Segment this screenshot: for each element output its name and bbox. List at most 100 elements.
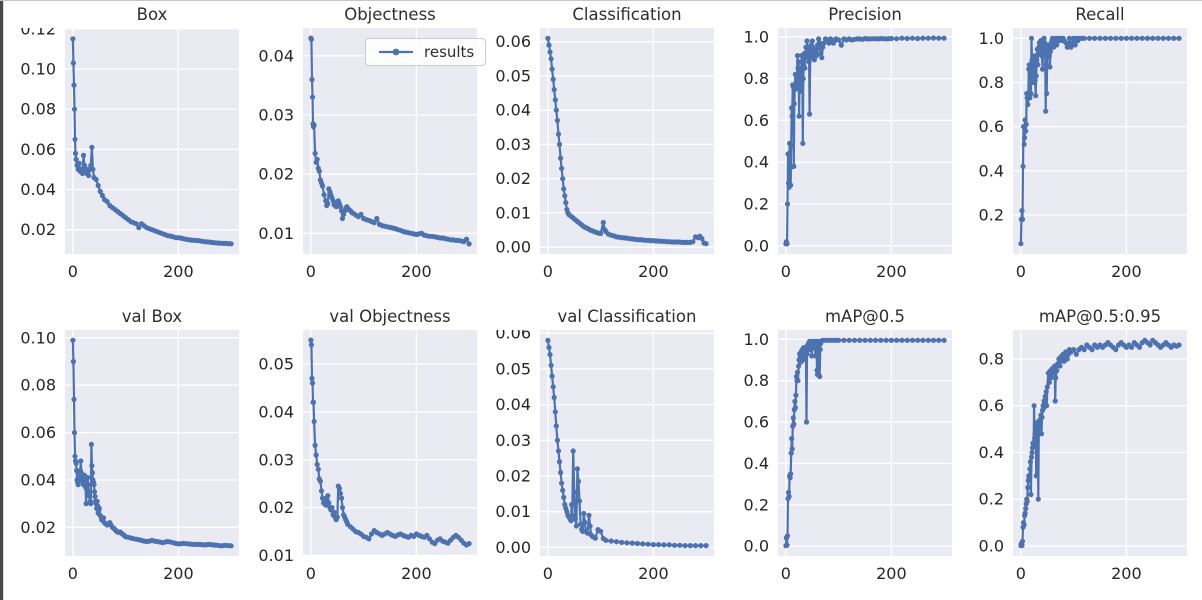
subplot-title-recall: Recall: [1075, 5, 1125, 24]
window-edge-left-highlight: [3, 0, 4, 600]
svg-text:0.06: 0.06: [20, 140, 56, 159]
window-edge-left: [0, 0, 3, 600]
svg-text:0.01: 0.01: [258, 224, 294, 243]
svg-text:0.03: 0.03: [258, 106, 294, 125]
svg-text:1.0: 1.0: [744, 28, 769, 46]
chart-canvas-objectness: 0.01 0.02 0.03 0.04 0 200: [258, 28, 477, 281]
chart-canvas-recall: 0.2 0.4 0.6 0.8 1.0 0 200: [979, 28, 1187, 281]
svg-text:0.2: 0.2: [979, 490, 1004, 509]
svg-text:0.4: 0.4: [979, 443, 1004, 462]
subplot-box: Box 0.02 0.04 0.06 0.08 0.10 0.12 0 200: [9, 4, 245, 294]
subplot-map05-095: mAP@0.5:0.95 0.0 0.2 0.4 0.6 0.8 0 200: [957, 306, 1193, 596]
svg-text:0: 0: [68, 262, 78, 281]
svg-text:0.02: 0.02: [495, 169, 531, 188]
svg-text:0.2: 0.2: [744, 195, 769, 214]
svg-text:0: 0: [306, 262, 316, 281]
svg-text:0.08: 0.08: [20, 376, 56, 395]
svg-text:200: 200: [401, 262, 432, 281]
subplot-title-box: Box: [136, 5, 168, 24]
svg-text:0.0: 0.0: [744, 537, 769, 556]
svg-text:0.05: 0.05: [495, 66, 531, 85]
svg-text:0.05: 0.05: [258, 355, 294, 374]
svg-text:0.05: 0.05: [495, 359, 531, 378]
svg-text:200: 200: [163, 564, 194, 583]
svg-text:0.2: 0.2: [979, 206, 1004, 225]
svg-text:0.02: 0.02: [258, 165, 294, 184]
subplot-title-map05: mAP@0.5: [824, 307, 906, 326]
svg-text:0.02: 0.02: [495, 467, 531, 486]
svg-text:0: 0: [68, 564, 78, 583]
chart-canvas-map05-095: 0.0 0.2 0.4 0.6 0.8 0 200: [979, 330, 1187, 583]
svg-text:0.06: 0.06: [20, 423, 56, 442]
svg-text:0.2: 0.2: [744, 495, 769, 514]
svg-text:0.0: 0.0: [979, 537, 1004, 556]
svg-text:0.6: 0.6: [979, 117, 1004, 136]
chart-canvas-map05: 0.0 0.2 0.4 0.6 0.8 1.0 0 200: [744, 330, 952, 583]
svg-text:0.04: 0.04: [258, 46, 294, 65]
svg-text:200: 200: [876, 564, 907, 583]
subplot-title-precision: Precision: [828, 5, 902, 24]
svg-text:0.4: 0.4: [979, 161, 1004, 180]
svg-text:0.8: 0.8: [979, 350, 1004, 369]
svg-text:200: 200: [876, 262, 907, 281]
legend-box: results: [365, 38, 487, 66]
svg-text:0.03: 0.03: [495, 431, 531, 450]
svg-text:0: 0: [543, 564, 553, 583]
svg-text:0.8: 0.8: [979, 73, 1004, 92]
svg-text:0: 0: [543, 262, 553, 281]
svg-text:0.6: 0.6: [979, 396, 1004, 415]
subplot-val-objectness: val Objectness 0.01 0.02 0.03 0.04 0.05 0 200: [247, 306, 483, 596]
subplot-objectness: Objectness 0.01 0.02 0.03 0.04 0 200 results: [247, 4, 487, 294]
subplot-title-map05-095: mAP@0.5:0.95: [1038, 307, 1162, 326]
svg-text:0.04: 0.04: [20, 180, 56, 199]
chart-canvas-classification: 0.00 0.01 0.02 0.03 0.04 0.05 0.06 0 200: [495, 28, 714, 281]
svg-text:0.02: 0.02: [258, 498, 294, 517]
svg-text:0.0: 0.0: [744, 236, 769, 255]
svg-text:0.04: 0.04: [258, 402, 294, 421]
subplot-map05: mAP@0.5 0.0 0.2 0.4 0.6 0.8 1.0 0 200: [722, 306, 958, 596]
svg-text:0: 0: [306, 564, 316, 583]
svg-text:0: 0: [1016, 564, 1026, 583]
subplot-val-classification: val Classification 0.00 0.01 0.02 0.03 0.04 0…: [484, 306, 720, 596]
svg-text:1.0: 1.0: [979, 29, 1004, 48]
svg-text:200: 200: [638, 564, 669, 583]
subplot-classification: Classification 0.00 0.01 0.02 0.03 0.04 0.05 0…: [484, 4, 720, 294]
svg-text:0.01: 0.01: [495, 203, 531, 222]
svg-text:0.01: 0.01: [258, 546, 294, 565]
svg-text:200: 200: [638, 262, 669, 281]
legend-label: results: [424, 43, 475, 61]
svg-text:0.8: 0.8: [744, 69, 769, 88]
chart-canvas-precision: 0.0 0.2 0.4 0.6 0.8 1.0 0 200: [744, 28, 952, 281]
svg-text:200: 200: [163, 262, 194, 281]
svg-text:0.6: 0.6: [744, 413, 769, 432]
svg-text:200: 200: [1111, 564, 1142, 583]
subplot-precision: Precision 0.0 0.2 0.4 0.6 0.8 1.0 0 200: [722, 4, 958, 294]
chart-canvas-val-box: 0.02 0.04 0.06 0.08 0.10 0 200: [20, 330, 239, 583]
svg-text:0.10: 0.10: [20, 330, 56, 347]
svg-text:1.0: 1.0: [744, 330, 769, 349]
svg-text:0.01: 0.01: [495, 502, 531, 521]
chart-canvas-val-objectness: 0.01 0.02 0.03 0.04 0.05 0 200: [258, 330, 477, 583]
legend-line-marker-icon: [379, 48, 413, 56]
subplot-title-objectness: Objectness: [344, 5, 436, 24]
subplot-recall: Recall 0.2 0.4 0.6 0.8 1.0 0 200: [957, 4, 1193, 294]
svg-text:0.10: 0.10: [20, 60, 56, 79]
subplot-title-val-classification: val Classification: [557, 307, 697, 326]
subplot-val-box: val Box 0.02 0.04 0.06 0.08 0.10 0 200: [9, 306, 245, 596]
svg-text:200: 200: [1111, 262, 1142, 281]
svg-text:0.04: 0.04: [20, 471, 56, 490]
chart-canvas-val-classification: 0.00 0.01 0.02 0.03 0.04 0.05 0.06 0 200: [495, 330, 714, 583]
svg-text:0.06: 0.06: [495, 330, 531, 343]
svg-text:0.4: 0.4: [744, 454, 769, 473]
subplot-title-val-box: val Box: [121, 307, 183, 326]
window-edge-top: [0, 0, 1202, 1]
svg-text:0.08: 0.08: [20, 100, 56, 119]
chart-canvas-box: 0.02 0.04 0.06 0.08 0.10 0.12 0 200: [20, 28, 239, 281]
subplot-title-classification: Classification: [572, 5, 682, 24]
svg-text:0.02: 0.02: [20, 220, 56, 239]
svg-text:0.04: 0.04: [495, 101, 531, 120]
svg-text:0.03: 0.03: [495, 135, 531, 154]
subplot-title-val-objectness: val Objectness: [329, 307, 451, 326]
svg-text:0: 0: [781, 564, 791, 583]
svg-text:0.00: 0.00: [495, 538, 531, 557]
